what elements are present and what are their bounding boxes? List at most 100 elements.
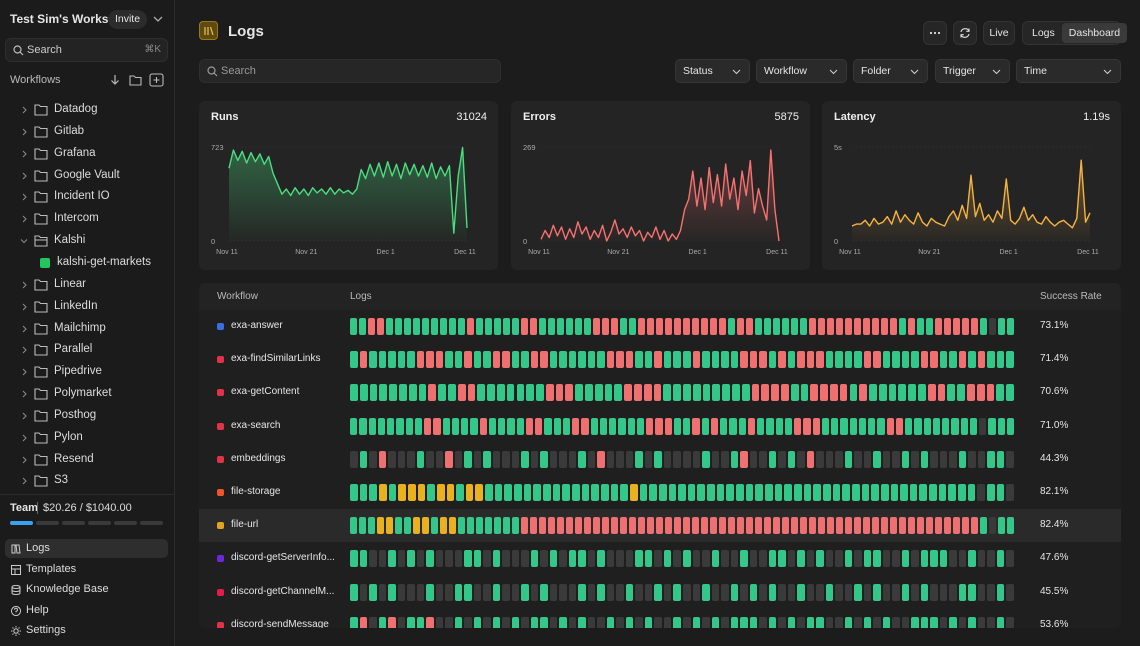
log-cell	[872, 318, 879, 335]
table-row[interactable]: file-url 82.4%	[199, 509, 1121, 543]
sort-icon[interactable]	[111, 75, 119, 85]
table-row[interactable]: exa-search 71.0%	[199, 410, 1121, 443]
nav-item[interactable]: Logs	[5, 539, 168, 558]
log-cell	[806, 616, 815, 628]
log-cell	[655, 417, 663, 435]
folder-item[interactable]: Datadog	[0, 100, 174, 120]
folder-item[interactable]: S3	[0, 471, 174, 490]
filter-dropdown[interactable]: Status	[675, 59, 750, 83]
table-row[interactable]: embeddings 44.3%	[199, 443, 1121, 476]
log-cell	[730, 450, 739, 468]
folder-item[interactable]: Incident IO	[0, 187, 174, 207]
table-row[interactable]: discord-sendMessage 53.6%	[199, 609, 1121, 628]
table-row[interactable]: exa-answer 73.1%	[199, 310, 1121, 343]
log-cell	[557, 318, 564, 335]
log-cell	[1006, 351, 1014, 369]
nav-item[interactable]: Settings	[5, 621, 168, 640]
folder-item[interactable]: LinkedIn	[0, 297, 174, 317]
log-cell	[701, 517, 708, 535]
log-cell	[521, 616, 529, 628]
log-cell	[498, 417, 506, 435]
more-button[interactable]	[923, 21, 947, 45]
folder-item[interactable]: Grafana	[0, 144, 174, 164]
log-cell	[578, 450, 586, 468]
new-folder-icon[interactable]	[129, 75, 142, 86]
usage-segment	[62, 521, 85, 525]
table-row[interactable]: file-storage 82.1%	[199, 476, 1121, 509]
table-row[interactable]: discord-getServerInfo... 47.6%	[199, 542, 1121, 575]
view-option[interactable]: Logs	[1032, 27, 1055, 39]
workspace-name[interactable]: Test Sim's Works...	[10, 12, 119, 26]
log-cell	[935, 517, 942, 535]
log-cell	[470, 417, 478, 435]
log-cell	[803, 417, 811, 435]
folder-item[interactable]: Linear	[0, 275, 174, 295]
log-cell	[568, 550, 577, 568]
folder-icons	[22, 191, 48, 203]
nav-item[interactable]: Help	[5, 601, 168, 620]
log-cell	[616, 550, 624, 568]
folder-item[interactable]: Polymarket	[0, 384, 174, 404]
folder-item[interactable]: Resend	[0, 450, 174, 470]
log-cell	[764, 318, 771, 335]
refresh-button[interactable]	[953, 21, 977, 45]
log-cell	[634, 384, 642, 402]
icon-part	[929, 31, 933, 35]
log-cell	[759, 450, 767, 468]
log-cell	[488, 417, 496, 435]
workflow-item[interactable]: kalshi-get-markets	[0, 253, 174, 273]
folder-item[interactable]: Intercom	[0, 209, 174, 229]
log-cell	[820, 384, 828, 402]
log-cell	[797, 583, 805, 601]
table-row[interactable]: exa-findSimilarLinks 71.4%	[199, 343, 1121, 376]
folder-item[interactable]: Kalshi	[0, 231, 174, 251]
log-cell	[664, 417, 672, 435]
table-row[interactable]: exa-getContent 70.6%	[199, 376, 1121, 409]
log-cell	[901, 550, 910, 568]
invite-button[interactable]: Invite	[108, 10, 147, 29]
log-cell	[413, 517, 420, 535]
folder-icon	[34, 475, 48, 487]
live-button[interactable]: Live	[983, 21, 1015, 45]
log-cell	[350, 550, 358, 568]
log-cell	[827, 318, 834, 335]
log-cell	[977, 484, 986, 501]
log-cell	[572, 417, 580, 435]
log-cell	[428, 384, 437, 402]
table-row[interactable]: discord-getChannelM... 45.5%	[199, 576, 1121, 609]
log-cell	[587, 616, 596, 628]
log-cell	[987, 616, 995, 628]
filter-dropdown[interactable]: Time	[1016, 59, 1121, 83]
add-icon[interactable]	[149, 73, 164, 87]
log-cell	[806, 550, 815, 568]
nav-item[interactable]: Knowledge Base	[5, 580, 168, 599]
log-cell	[388, 550, 396, 568]
sidebar-search[interactable]: Search ⌘K	[5, 38, 168, 62]
folder-item[interactable]: Google Vault	[0, 166, 174, 186]
log-cell	[787, 616, 796, 628]
log-cell	[378, 450, 387, 468]
log-cell	[980, 517, 987, 535]
view-option[interactable]: Dashboard	[1061, 23, 1128, 43]
folder-item[interactable]: Parallel	[0, 340, 174, 360]
log-cell	[604, 384, 613, 402]
log-cell	[730, 616, 739, 628]
log-cell	[512, 318, 519, 335]
folder-item[interactable]: Posthog	[0, 406, 174, 426]
section-actions[interactable]	[108, 73, 166, 87]
main: Logs Live Logs Dashboard Search Status Wor…	[175, 0, 1140, 646]
logs-search[interactable]: Search	[199, 59, 501, 83]
filter-dropdown[interactable]: Trigger	[935, 59, 1010, 83]
folder-item[interactable]: Mailchimp	[0, 319, 174, 339]
log-cell	[435, 616, 444, 628]
filter-dropdown[interactable]: Workflow	[756, 59, 847, 83]
folder-item[interactable]: Pylon	[0, 428, 174, 448]
nav-item[interactable]: Templates	[5, 560, 168, 579]
workspace-chevron[interactable]	[153, 14, 163, 24]
folder-item[interactable]: Gitlab	[0, 122, 174, 142]
log-cell	[738, 417, 746, 435]
filter-dropdown[interactable]: Folder	[853, 59, 928, 83]
folder-item[interactable]: Pipedrive	[0, 362, 174, 382]
log-cell	[483, 550, 491, 568]
chevron	[22, 434, 27, 442]
